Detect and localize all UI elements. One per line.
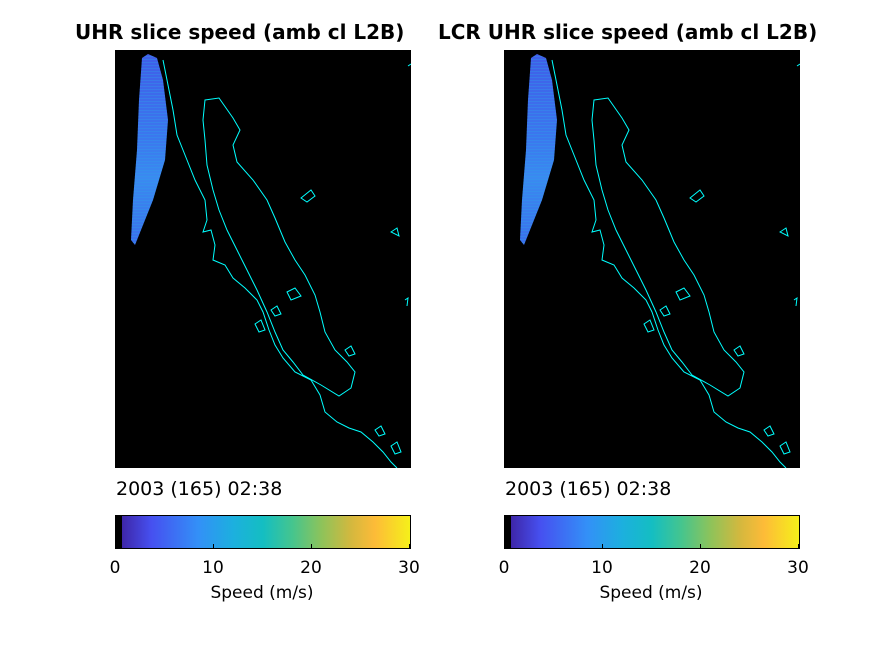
timestamp-right: 2003 (165) 02:38 — [505, 478, 672, 500]
map-graphic-right — [520, 54, 800, 468]
colorbar-tick-label: 0 — [109, 558, 121, 578]
coastline — [551, 59, 800, 468]
plot-title-right: LCR UHR slice speed (amb cl L2B) — [438, 20, 818, 44]
colorbar-tick-label: 30 — [787, 558, 809, 578]
colorbar-tick-label: 10 — [202, 558, 224, 578]
colorbar-tick-label: 20 — [300, 558, 322, 578]
speed-map-left — [115, 50, 411, 468]
timestamp-left: 2003 (165) 02:38 — [116, 478, 283, 500]
colorbar-right — [504, 515, 800, 549]
speed-map-right — [504, 50, 800, 468]
colorbar-label-left: Speed (m/s) — [210, 583, 314, 603]
plot-title-left: UHR slice speed (amb cl L2B) — [75, 20, 405, 44]
colorbar-tick-label: 30 — [398, 558, 420, 578]
coastline — [162, 59, 411, 468]
colorbar-label-right: Speed (m/s) — [599, 583, 703, 603]
colorbar-tick-label: 20 — [689, 558, 711, 578]
wind-swath-texture — [520, 54, 557, 245]
map-graphic-left — [131, 54, 411, 468]
colorbar-left — [115, 515, 411, 549]
wind-swath-texture — [131, 54, 168, 245]
colorbar-tick-label: 0 — [498, 558, 510, 578]
colorbar-tick-label: 10 — [591, 558, 613, 578]
